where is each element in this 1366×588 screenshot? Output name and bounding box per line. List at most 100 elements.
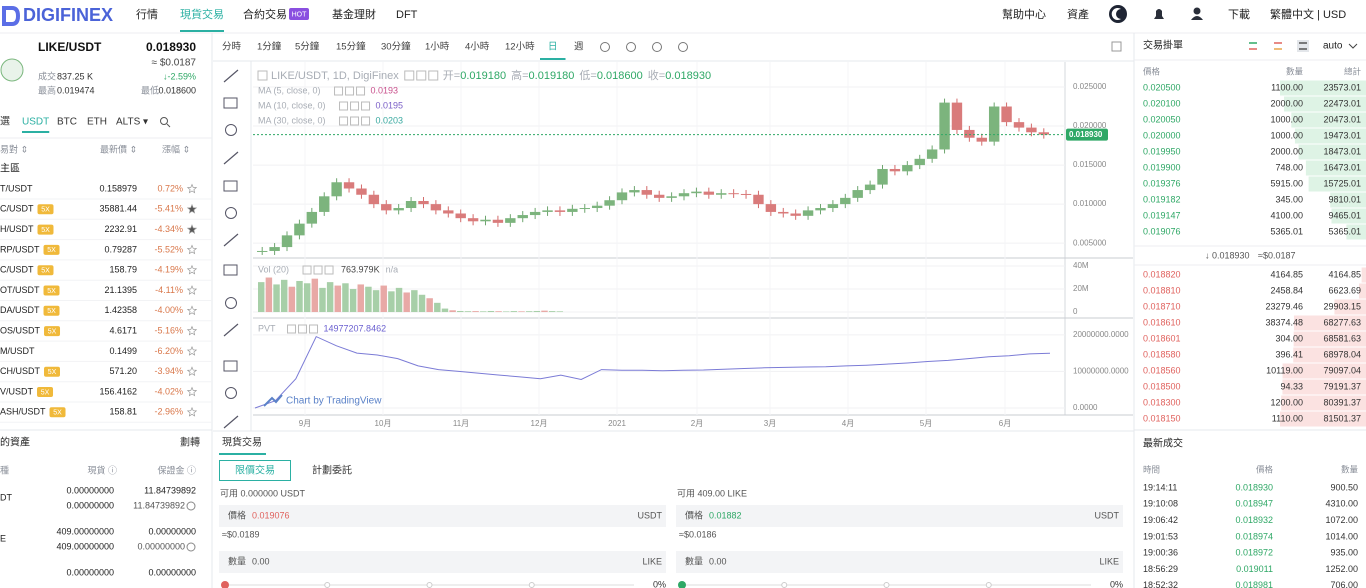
volume-bar (365, 286, 372, 313)
order-price[interactable]: 0.018300 (1143, 397, 1181, 407)
nav-right-item[interactable]: 幫助中心 (1002, 7, 1046, 21)
order-price[interactable]: 0.019147 (1143, 210, 1181, 220)
nav-item[interactable]: 基金理財 (332, 7, 376, 21)
trade-time: 19:10:08 (1143, 499, 1178, 509)
pair-symbol[interactable]: ASH/USDT (0, 407, 46, 417)
volume-extra: n/a (386, 264, 399, 274)
order-price[interactable]: 0.020050 (1143, 114, 1181, 124)
interval-button[interactable]: 分時 (222, 42, 242, 53)
order-price[interactable]: 0.018601 (1143, 333, 1181, 343)
favorite-star[interactable] (186, 345, 198, 356)
interval-button[interactable]: 4小時 (465, 42, 490, 53)
order-price[interactable]: 0.020000 (1143, 130, 1181, 140)
precision-select[interactable]: auto (1323, 41, 1343, 52)
interval-button[interactable]: 5分鐘 (295, 41, 320, 53)
candle (443, 210, 454, 214)
favorite-star[interactable] (186, 305, 198, 316)
nav-item[interactable]: 現貨交易 (180, 7, 224, 21)
order-total: 22473.01 (1323, 98, 1361, 108)
pair-symbol[interactable]: DA/USDT (0, 305, 40, 315)
pair-symbol[interactable]: C/USDT (0, 265, 34, 275)
pair-symbol[interactable]: OT/USDT (0, 285, 40, 295)
depth-bar (1280, 80, 1366, 96)
legend-button (287, 324, 297, 334)
interval-button[interactable]: 週 (574, 41, 584, 53)
market-tab[interactable]: BTC (57, 117, 77, 128)
order-price[interactable]: 0.019950 (1143, 146, 1181, 156)
drawing-tool (223, 69, 239, 83)
nav-right-item[interactable]: 下載 (1228, 8, 1250, 21)
favorite-star[interactable] (186, 366, 198, 377)
favorite-star[interactable] (186, 325, 198, 336)
leverage-badge-text: 5X (47, 247, 56, 254)
favorite-star[interactable] (186, 203, 198, 214)
volume-label: Vol (20) (258, 264, 289, 274)
nav-item[interactable]: DFT (396, 9, 418, 21)
favorite-star[interactable] (186, 183, 198, 194)
mode-tab-active (219, 460, 291, 481)
pair-symbol[interactable]: T/USDT (0, 183, 33, 193)
order-price[interactable]: 0.019376 (1143, 178, 1181, 188)
candle (269, 247, 280, 251)
mode-tab[interactable]: 計劃委託 (312, 464, 352, 477)
x-tick-label: 10月 (375, 419, 392, 428)
interval-button[interactable]: 30分鐘 (381, 41, 411, 53)
order-price[interactable]: 0.018560 (1143, 365, 1181, 375)
x-tick-label: 6月 (999, 419, 1011, 428)
pair-symbol[interactable]: RP/USDT (0, 244, 40, 254)
interval-button[interactable]: 15分鐘 (336, 41, 366, 53)
favorite-star[interactable] (186, 264, 198, 275)
drawing-tool (223, 180, 238, 192)
order-price[interactable]: 0.019076 (1143, 226, 1181, 236)
nav-right-item[interactable]: 繁體中文 | USD (1270, 7, 1346, 21)
favorite-star[interactable] (186, 285, 198, 295)
pair-symbol[interactable]: H/USDT (0, 224, 34, 234)
market-tab[interactable]: ALTS ▾ (116, 117, 148, 128)
candle (790, 213, 801, 216)
nav-item[interactable]: 合約交易 (243, 7, 287, 21)
trade-amount: 1252.00 (1325, 564, 1358, 574)
x-tick-label: 11月 (453, 419, 469, 428)
order-price[interactable]: 0.020100 (1143, 98, 1181, 108)
candle (666, 196, 677, 198)
order-price[interactable]: 0.018500 (1143, 381, 1181, 391)
transfer-link[interactable]: 劃轉 (180, 436, 200, 449)
favorite-star[interactable] (186, 224, 198, 234)
order-price[interactable]: 0.018610 (1143, 317, 1181, 327)
market-tab[interactable]: 選 (0, 115, 10, 128)
favorite-star[interactable] (186, 406, 198, 417)
pair-price: 571.20 (109, 366, 137, 376)
market-tab[interactable]: ETH (87, 117, 107, 128)
order-price[interactable]: 0.018820 (1143, 269, 1181, 279)
order-price[interactable]: 0.018150 (1143, 413, 1181, 423)
input-unit: LIKE (642, 556, 662, 566)
asset-name: DT (0, 492, 12, 502)
market-tab[interactable]: USDT (22, 117, 49, 128)
mode-tab[interactable]: 限價交易 (235, 464, 275, 477)
nav-item[interactable]: 行情 (136, 8, 158, 21)
candle (914, 158, 925, 166)
pair-symbol[interactable]: M/USDT (0, 346, 35, 356)
order-price[interactable]: 0.020500 (1143, 82, 1181, 92)
ohlc-value: 0.019180 (529, 70, 575, 82)
order-price[interactable]: 0.018810 (1143, 285, 1181, 295)
candle (1026, 127, 1037, 133)
pair-symbol[interactable]: C/USDT (0, 204, 34, 214)
favorite-star[interactable] (186, 386, 198, 397)
interval-button[interactable]: 1分鐘 (257, 41, 282, 53)
nav-right-item[interactable]: 資產 (1067, 7, 1089, 21)
interval-button[interactable]: 日 (548, 42, 558, 53)
navbar (0, 0, 1366, 33)
pair-symbol[interactable]: CH/USDT (0, 366, 41, 376)
order-price[interactable]: 0.018580 (1143, 349, 1181, 359)
pair-symbol[interactable]: V/USDT (0, 386, 34, 396)
favorite-star[interactable] (186, 244, 198, 255)
trade-tab[interactable]: 現貨交易 (222, 436, 262, 449)
pair-symbol[interactable]: OS/USDT (0, 325, 41, 335)
interval-button[interactable]: 1小時 (425, 42, 450, 53)
order-price[interactable]: 0.019900 (1143, 162, 1181, 172)
order-price[interactable]: 0.019182 (1143, 194, 1181, 204)
interval-button[interactable]: 12小時 (505, 42, 535, 53)
order-price[interactable]: 0.018710 (1143, 301, 1181, 311)
